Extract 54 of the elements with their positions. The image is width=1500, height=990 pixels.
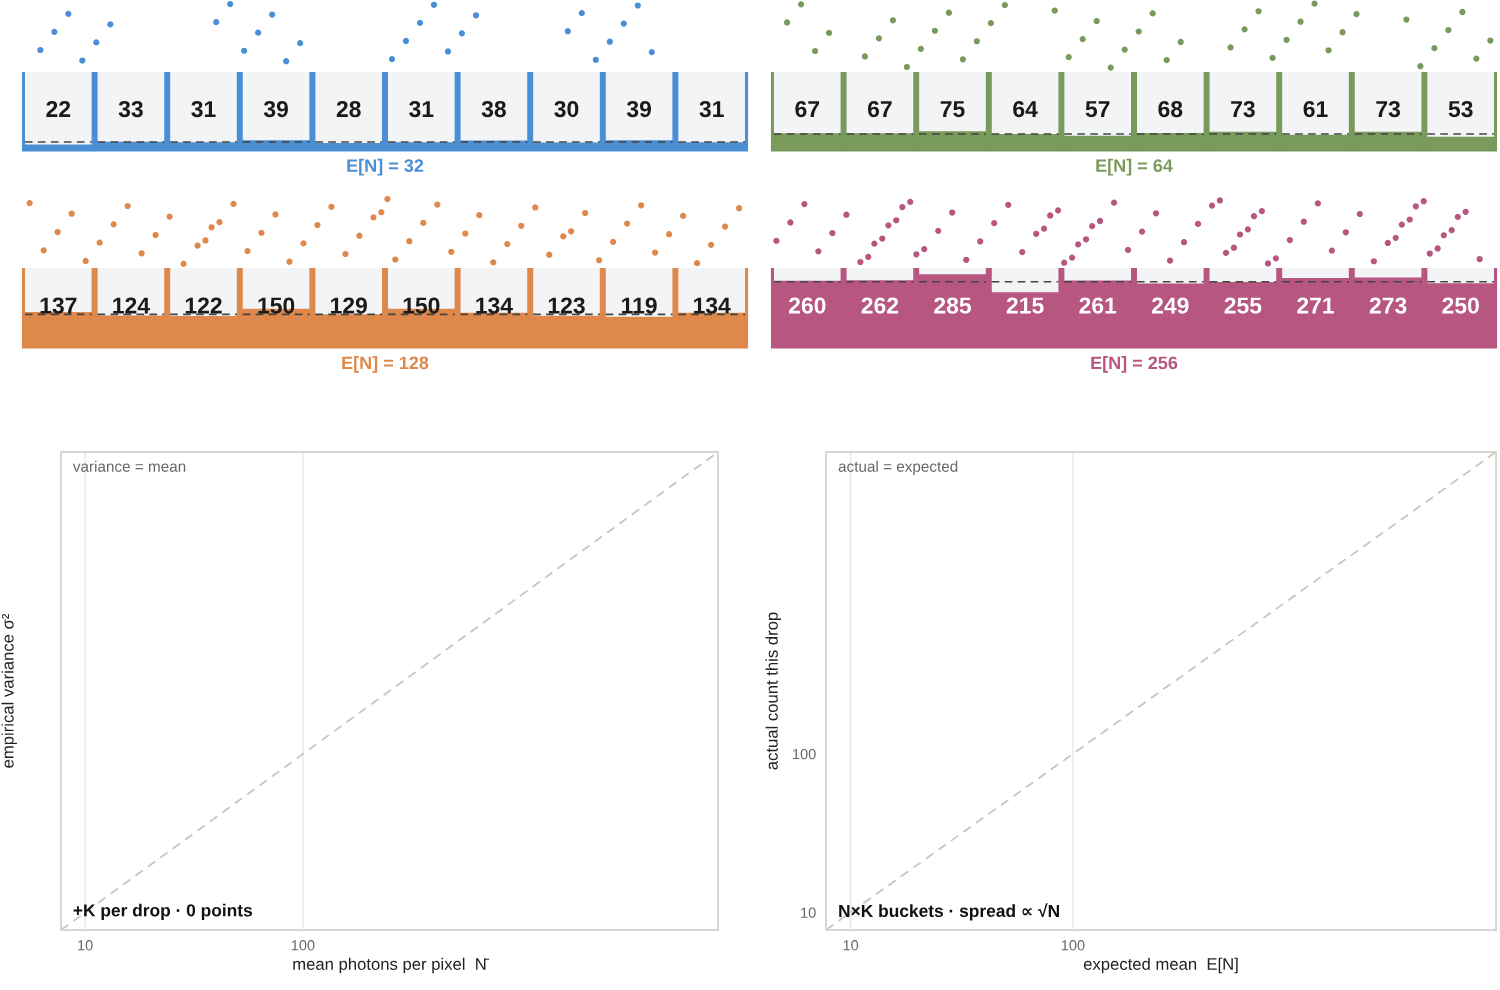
data-label: 285 bbox=[934, 297, 971, 314]
x-tick-label: 100 bbox=[1061, 940, 1085, 951]
data-label: 271 bbox=[1297, 297, 1334, 314]
data-label: 75 bbox=[940, 101, 965, 118]
data-label: 68 bbox=[1158, 100, 1183, 118]
data-label: 33 bbox=[118, 100, 143, 118]
data-label: 28 bbox=[336, 100, 361, 118]
data-label: 124 bbox=[113, 297, 150, 314]
data-label: 134 bbox=[476, 297, 513, 314]
x-axis-title: expected mean E[N] bbox=[1083, 957, 1238, 974]
annotation: variance = mean bbox=[72, 460, 186, 472]
y-axis-title: actual count this drop bbox=[765, 612, 782, 770]
data-label: 31 bbox=[409, 100, 434, 118]
data-label: 67 bbox=[795, 100, 820, 118]
x-axis-title: E[N] = 256 bbox=[1091, 355, 1178, 373]
data-label: 31 bbox=[191, 100, 216, 118]
data-label: 134 bbox=[694, 297, 731, 314]
data-label: 123 bbox=[548, 297, 585, 314]
data-label: 122 bbox=[185, 297, 222, 314]
x-tick-label: 10 bbox=[78, 940, 93, 951]
data-label: 119 bbox=[622, 297, 657, 314]
data-label: 137 bbox=[40, 297, 77, 314]
x-tick-label: 10 bbox=[843, 940, 859, 951]
data-label: 31 bbox=[699, 100, 724, 118]
data-label: 250 bbox=[1442, 297, 1479, 314]
annotation: actual = expected bbox=[838, 460, 958, 475]
data-label: 61 bbox=[1303, 100, 1328, 118]
data-label: 22 bbox=[46, 100, 71, 117]
data-label: 67 bbox=[867, 100, 892, 118]
data-label: 73 bbox=[1231, 100, 1255, 118]
data-label: 57 bbox=[1085, 101, 1110, 118]
data-label: 260 bbox=[788, 297, 826, 314]
data-label: 273 bbox=[1369, 297, 1407, 314]
data-label: 30 bbox=[554, 100, 579, 118]
annotation: N×K buckets · spread ∝ √N bbox=[839, 903, 1059, 921]
x-axis-title: E[N] = 64 bbox=[1096, 158, 1173, 176]
data-label: 64 bbox=[1013, 100, 1038, 118]
data-label: 215 bbox=[1006, 297, 1044, 314]
data-label: 129 bbox=[331, 297, 367, 314]
y-axis-title: empirical variance σ² bbox=[1, 613, 17, 768]
data-label: 261 bbox=[1079, 297, 1117, 314]
x-axis-title: E[N] = 32 bbox=[347, 158, 424, 176]
data-label: 73 bbox=[1376, 100, 1401, 118]
data-label: 38 bbox=[481, 100, 506, 118]
data-label: 53 bbox=[1448, 100, 1473, 118]
data-label: 39 bbox=[626, 100, 651, 118]
data-label: 262 bbox=[861, 297, 899, 314]
data-label: 39 bbox=[263, 100, 288, 118]
annotation: +K per drop · 0 points bbox=[73, 903, 253, 920]
x-axis-title: E[N] = 128 bbox=[342, 355, 429, 373]
x-tick-label: 100 bbox=[291, 940, 315, 951]
x-axis-title: mean photons per pixel N̄ bbox=[293, 957, 490, 974]
data-label: 249 bbox=[1151, 297, 1189, 314]
data-label: 255 bbox=[1224, 297, 1262, 314]
